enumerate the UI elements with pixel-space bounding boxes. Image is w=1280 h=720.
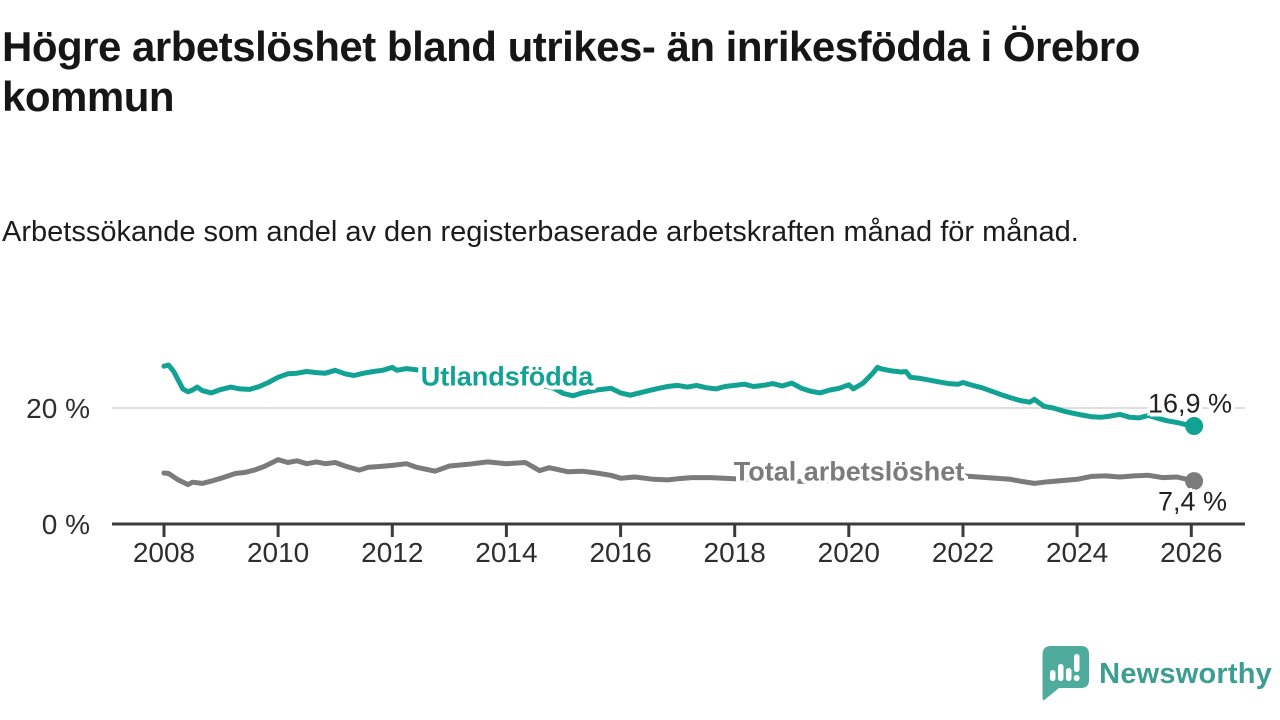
bar-1	[1050, 670, 1056, 681]
chart-subtitle: Arbetssökande som andel av den registerb…	[2, 216, 1079, 248]
speech-bubble-shape	[1042, 646, 1090, 701]
y-axis-labels: 0 % 20 %	[26, 393, 90, 540]
newsworthy-branding: Newsworthy	[1041, 644, 1272, 704]
y-tick-label-20: 20 %	[26, 393, 90, 424]
end-value-label-total: 7,4 %	[1157, 486, 1227, 517]
newsworthy-logo-icon	[1042, 646, 1090, 701]
exclamation-bar	[1074, 654, 1080, 672]
series-label-total-arbetsloshet: Total arbetslöshet	[733, 456, 965, 487]
x-axis-ticks	[162, 524, 1193, 537]
series-lines	[161, 362, 1204, 491]
x-axis-labels: 2008 2010 2012 2014 2016 2018 2020 2022 2024 2026	[133, 537, 1223, 568]
x-tick-label-2022: 2022	[932, 537, 994, 568]
x-tick-label-2008: 2008	[133, 537, 195, 568]
line-series-0	[161, 362, 1197, 429]
newsworthy-wordmark: Newsworthy	[1099, 657, 1272, 690]
x-tick-label-2018: 2018	[704, 537, 766, 568]
x-tick-label-2020: 2020	[818, 537, 880, 568]
line-series-1	[161, 457, 1197, 488]
y-tick-label-0: 0 %	[42, 509, 90, 540]
bar-3	[1066, 668, 1072, 681]
x-tick-label-2024: 2024	[1046, 537, 1108, 568]
x-tick-label-2014: 2014	[475, 537, 537, 568]
series-label-utlandsfodda: Utlandsfödda	[420, 361, 594, 392]
x-tick-label-2016: 2016	[589, 537, 651, 568]
page-title: Högre arbetslöshet bland utrikes- än inr…	[2, 23, 1140, 120]
bar-2	[1058, 664, 1064, 681]
end-dot-series-0	[1185, 417, 1204, 435]
end-dot-series-1	[1185, 472, 1204, 491]
exclamation-dot	[1073, 675, 1080, 681]
x-tick-label-2012: 2012	[361, 537, 423, 568]
x-tick-label-2026: 2026	[1160, 537, 1222, 568]
x-tick-label-2010: 2010	[247, 537, 309, 568]
end-value-label-utlandsfodda: 16,9 %	[1147, 388, 1232, 419]
